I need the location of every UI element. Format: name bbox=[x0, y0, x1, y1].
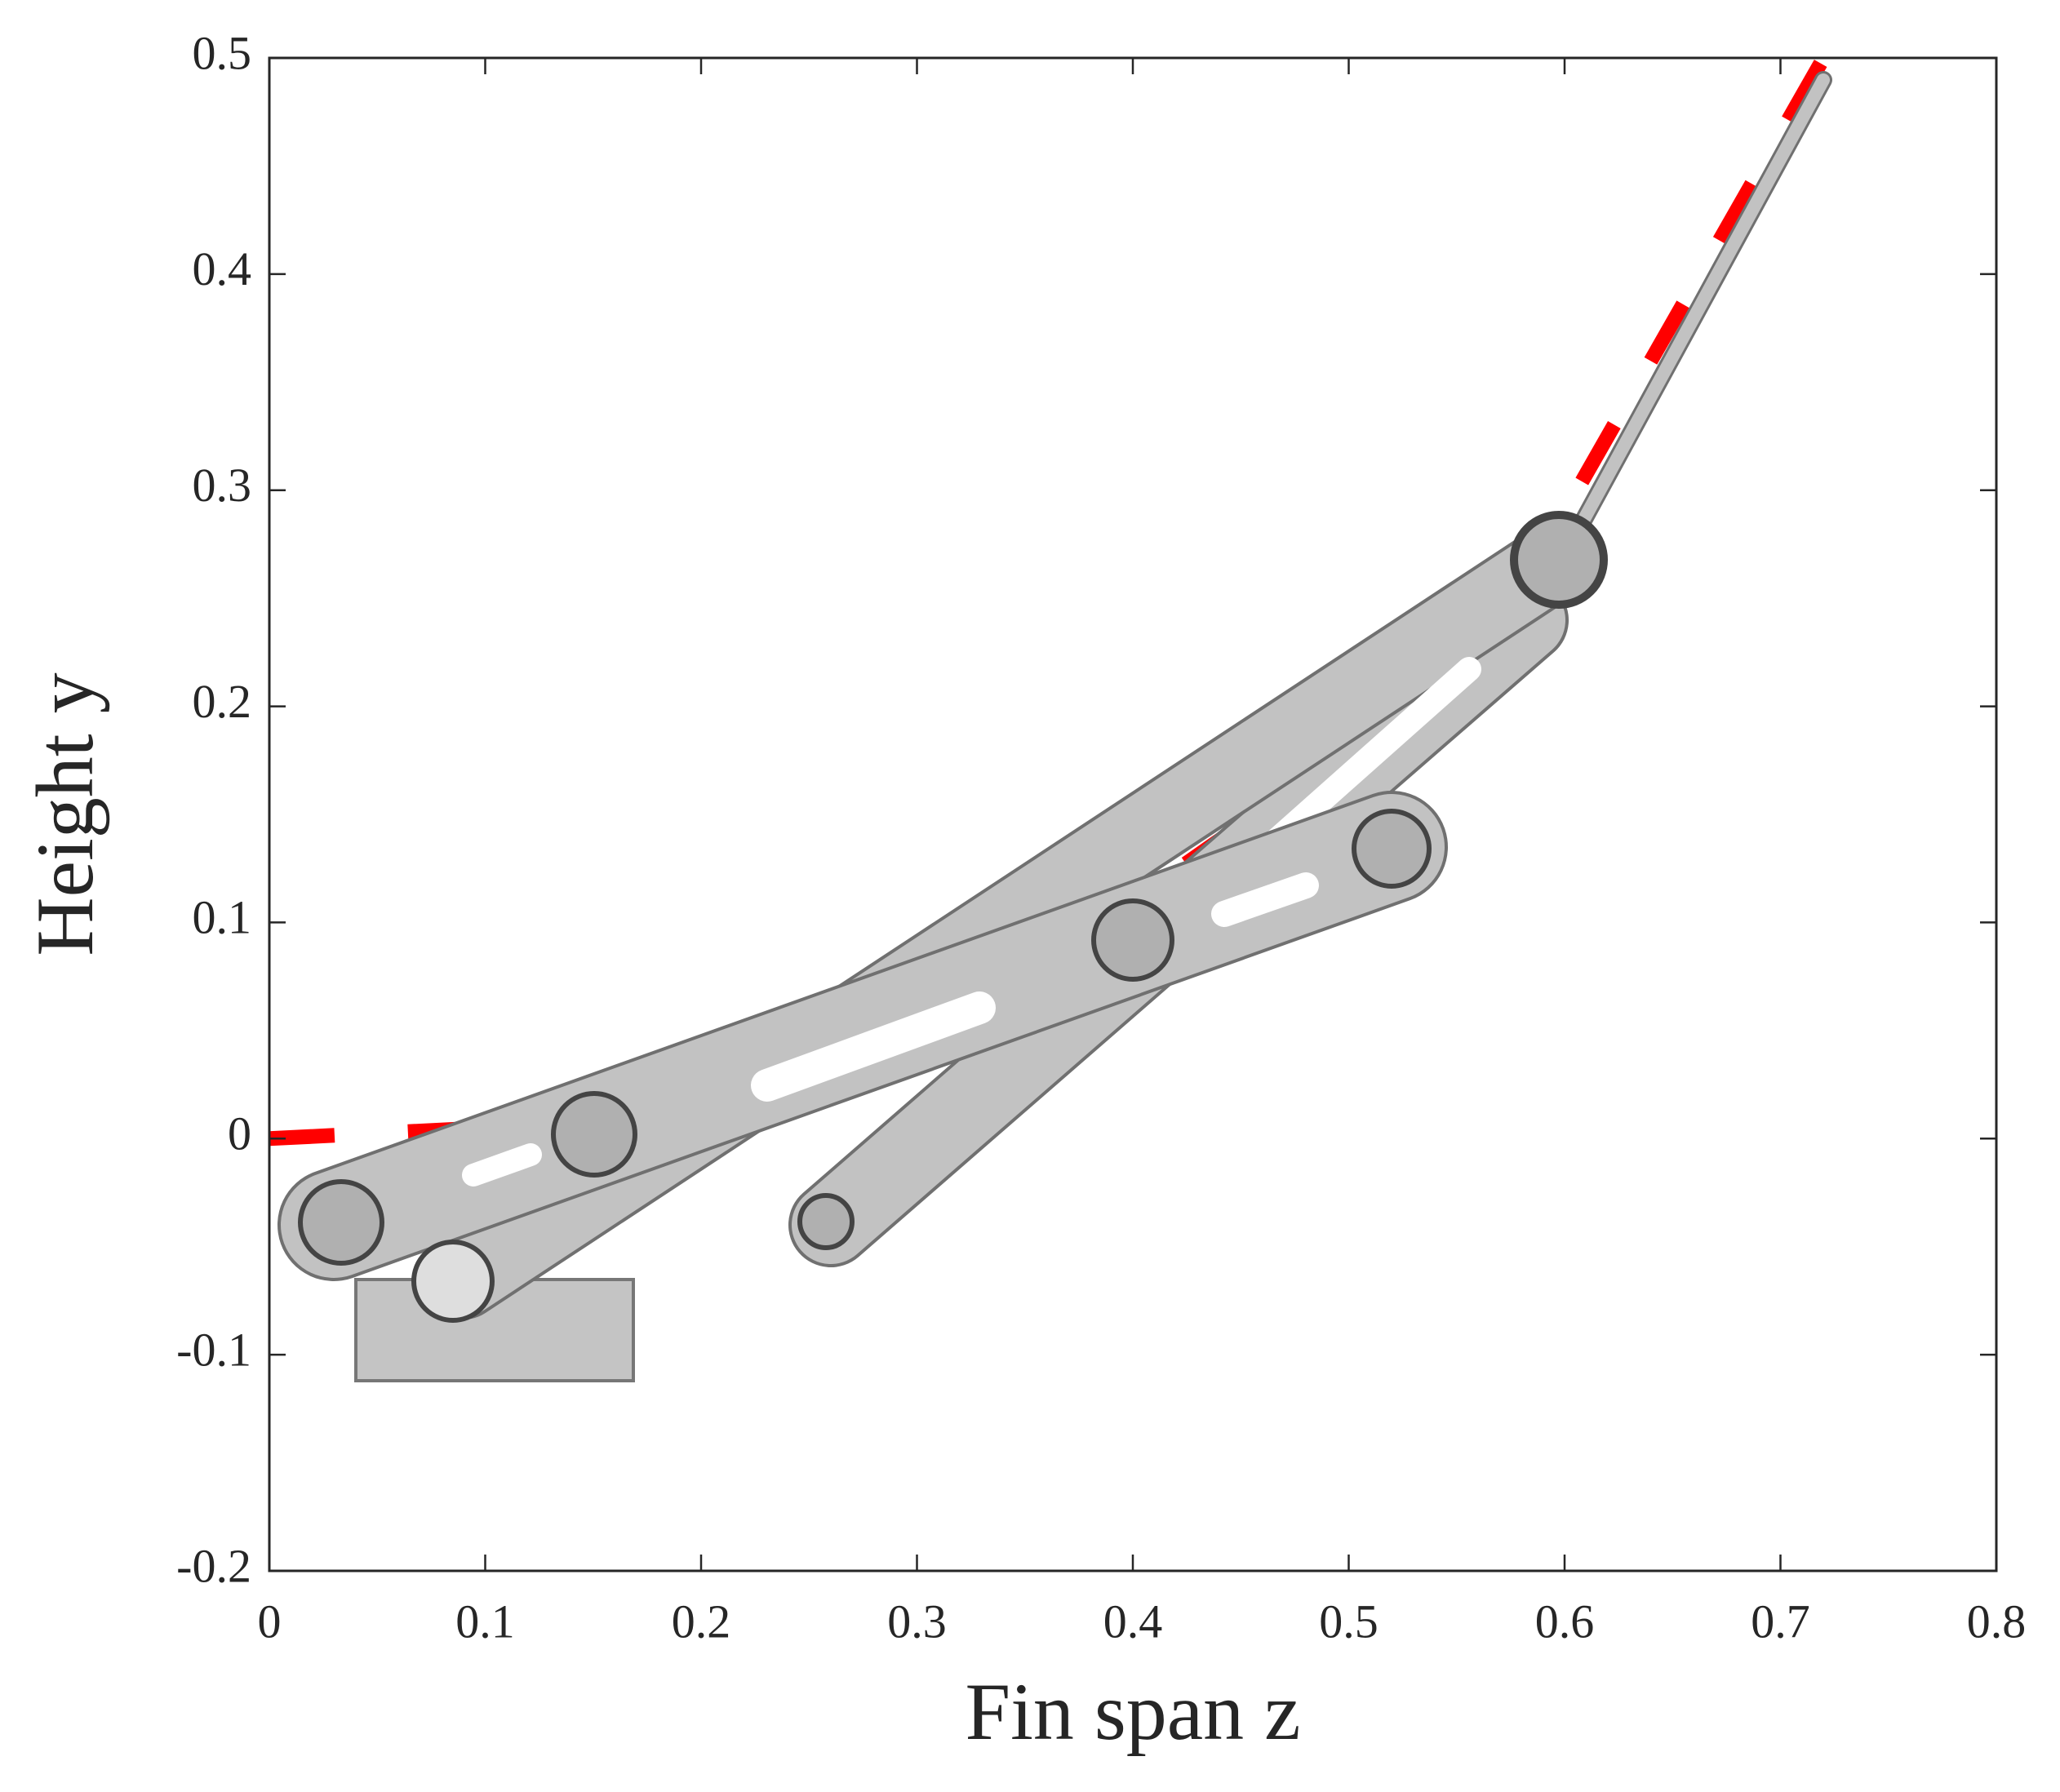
joint bbox=[1510, 511, 1608, 609]
joint bbox=[411, 1240, 495, 1323]
x-tick-label: 0 bbox=[258, 1595, 282, 1648]
y-tick-label: 0.2 bbox=[193, 675, 252, 728]
joint bbox=[797, 1193, 855, 1250]
x-tick-label: 0.5 bbox=[1319, 1595, 1379, 1648]
x-tick-label: 0.4 bbox=[1103, 1595, 1163, 1648]
slot bbox=[1211, 872, 1319, 927]
y-tick-label: 0.3 bbox=[193, 459, 252, 512]
y-axis-label: Height y bbox=[20, 672, 110, 956]
axes: 0 0.1 0.2 0.3 0.4 0.5 0.6 0.7 0.8 -0.2 -0.1 0 0.1 0.2… bbox=[176, 26, 2026, 1648]
y-tick-label: -0.1 bbox=[176, 1323, 251, 1376]
joint bbox=[1091, 898, 1174, 982]
slot bbox=[751, 991, 996, 1102]
y-tick-label: 0.4 bbox=[193, 242, 252, 295]
x-tick-label: 0.3 bbox=[887, 1595, 947, 1648]
x-axis-label: Fin span z bbox=[965, 1666, 1300, 1757]
y-tick-label: 0 bbox=[228, 1107, 251, 1160]
x-tick-label: 0.1 bbox=[455, 1595, 515, 1648]
y-tick-label: 0.1 bbox=[193, 891, 252, 944]
x-tick-label: 0.6 bbox=[1535, 1595, 1595, 1648]
rod bbox=[1558, 73, 1830, 561]
x-tick-label: 0.2 bbox=[672, 1595, 731, 1648]
x-tick-label: 0.8 bbox=[1967, 1595, 2027, 1648]
y-tick-label: 0.5 bbox=[193, 26, 252, 79]
y-tick-label: -0.2 bbox=[176, 1539, 251, 1592]
x-tick-label: 0.7 bbox=[1751, 1595, 1810, 1648]
joint bbox=[551, 1091, 637, 1178]
joint bbox=[298, 1179, 384, 1266]
joint bbox=[1352, 809, 1432, 889]
slot bbox=[462, 1143, 542, 1187]
joints bbox=[298, 511, 1608, 1323]
mechanism-illustration bbox=[277, 71, 1832, 1382]
